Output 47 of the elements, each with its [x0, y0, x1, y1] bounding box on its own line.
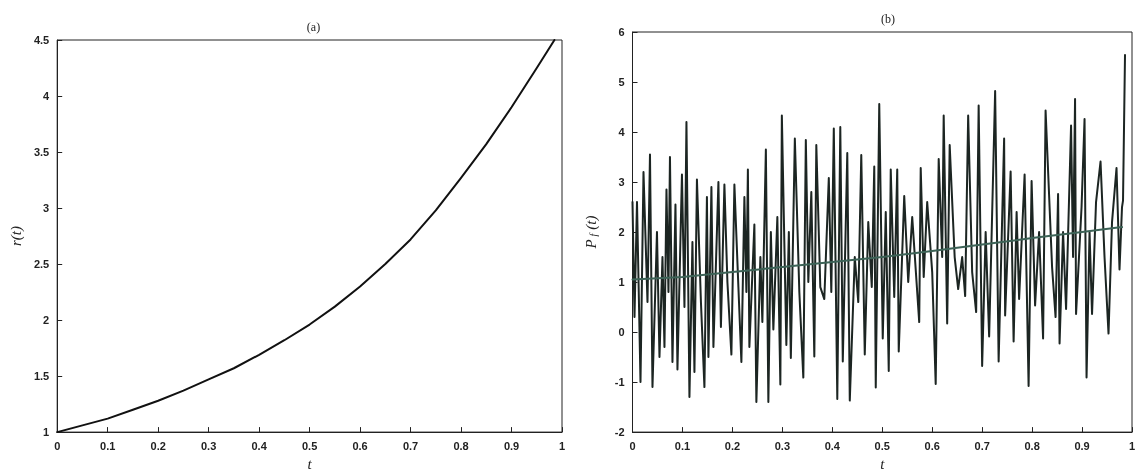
x-axis-title: t: [307, 455, 313, 472]
y-tick-label: 1: [43, 426, 50, 439]
y-tick-label: 3: [618, 176, 625, 189]
x-tick-label: 0.2: [150, 439, 166, 452]
y-tick-label: -2: [614, 426, 625, 439]
y-axis-title: r(t): [7, 226, 25, 247]
line-series: [631, 226, 1124, 281]
x-tick-label: 0.3: [774, 439, 790, 452]
x-tick-label: 0.9: [503, 439, 520, 452]
y-tick-label: 4.5: [33, 34, 50, 46]
y-tick-label: 4: [618, 126, 626, 139]
x-tick-label: 0.5: [301, 439, 318, 452]
x-axis-title: t: [880, 455, 886, 472]
chart-title: (b): [881, 12, 895, 26]
x-tick-label: 0.9: [1074, 439, 1090, 452]
y-tick-label: 0: [618, 326, 625, 339]
y-tick-label: 1: [618, 276, 625, 289]
y-tick-label: 5: [618, 76, 625, 89]
chart-title: (a): [306, 20, 321, 34]
x-tick-label: 0.2: [724, 439, 741, 452]
x-tick-label: 0: [54, 439, 61, 452]
y-tick-label: 3.5: [33, 146, 50, 159]
y-tick-label: 2: [43, 314, 50, 327]
y-tick-label: 2.5: [33, 258, 50, 271]
y-tick-label: 4: [43, 90, 51, 103]
x-tick-label: 0.8: [1024, 439, 1040, 452]
x-tick-label: 0.4: [824, 439, 841, 452]
x-tick-label: 1: [558, 439, 566, 452]
x-tick-label: 1: [1128, 439, 1136, 452]
x-tick-label: 0.8: [453, 439, 469, 452]
x-tick-label: 0.6: [924, 439, 940, 452]
x-tick-label: 0.1: [100, 439, 116, 452]
x-tick-label: 0.7: [402, 439, 419, 452]
y-tick-label: 1.5: [33, 370, 50, 383]
y-tick-label: 6: [618, 26, 625, 38]
x-tick-label: 0.3: [200, 439, 217, 452]
x-tick-label: 0.7: [974, 439, 990, 452]
x-tick-label: 0: [629, 439, 636, 452]
x-tick-label: 0.6: [352, 439, 368, 452]
x-tick-label: 0.4: [251, 439, 268, 452]
y-tick-label: -1: [614, 376, 625, 389]
y-axis-title: Pf(t): [582, 215, 600, 250]
line-series: [631, 54, 1127, 404]
x-tick-label: 0.1: [674, 439, 691, 452]
y-tick-label: 2: [618, 226, 625, 239]
y-tick-label: 3: [43, 202, 50, 215]
x-tick-label: 0.5: [874, 439, 890, 452]
